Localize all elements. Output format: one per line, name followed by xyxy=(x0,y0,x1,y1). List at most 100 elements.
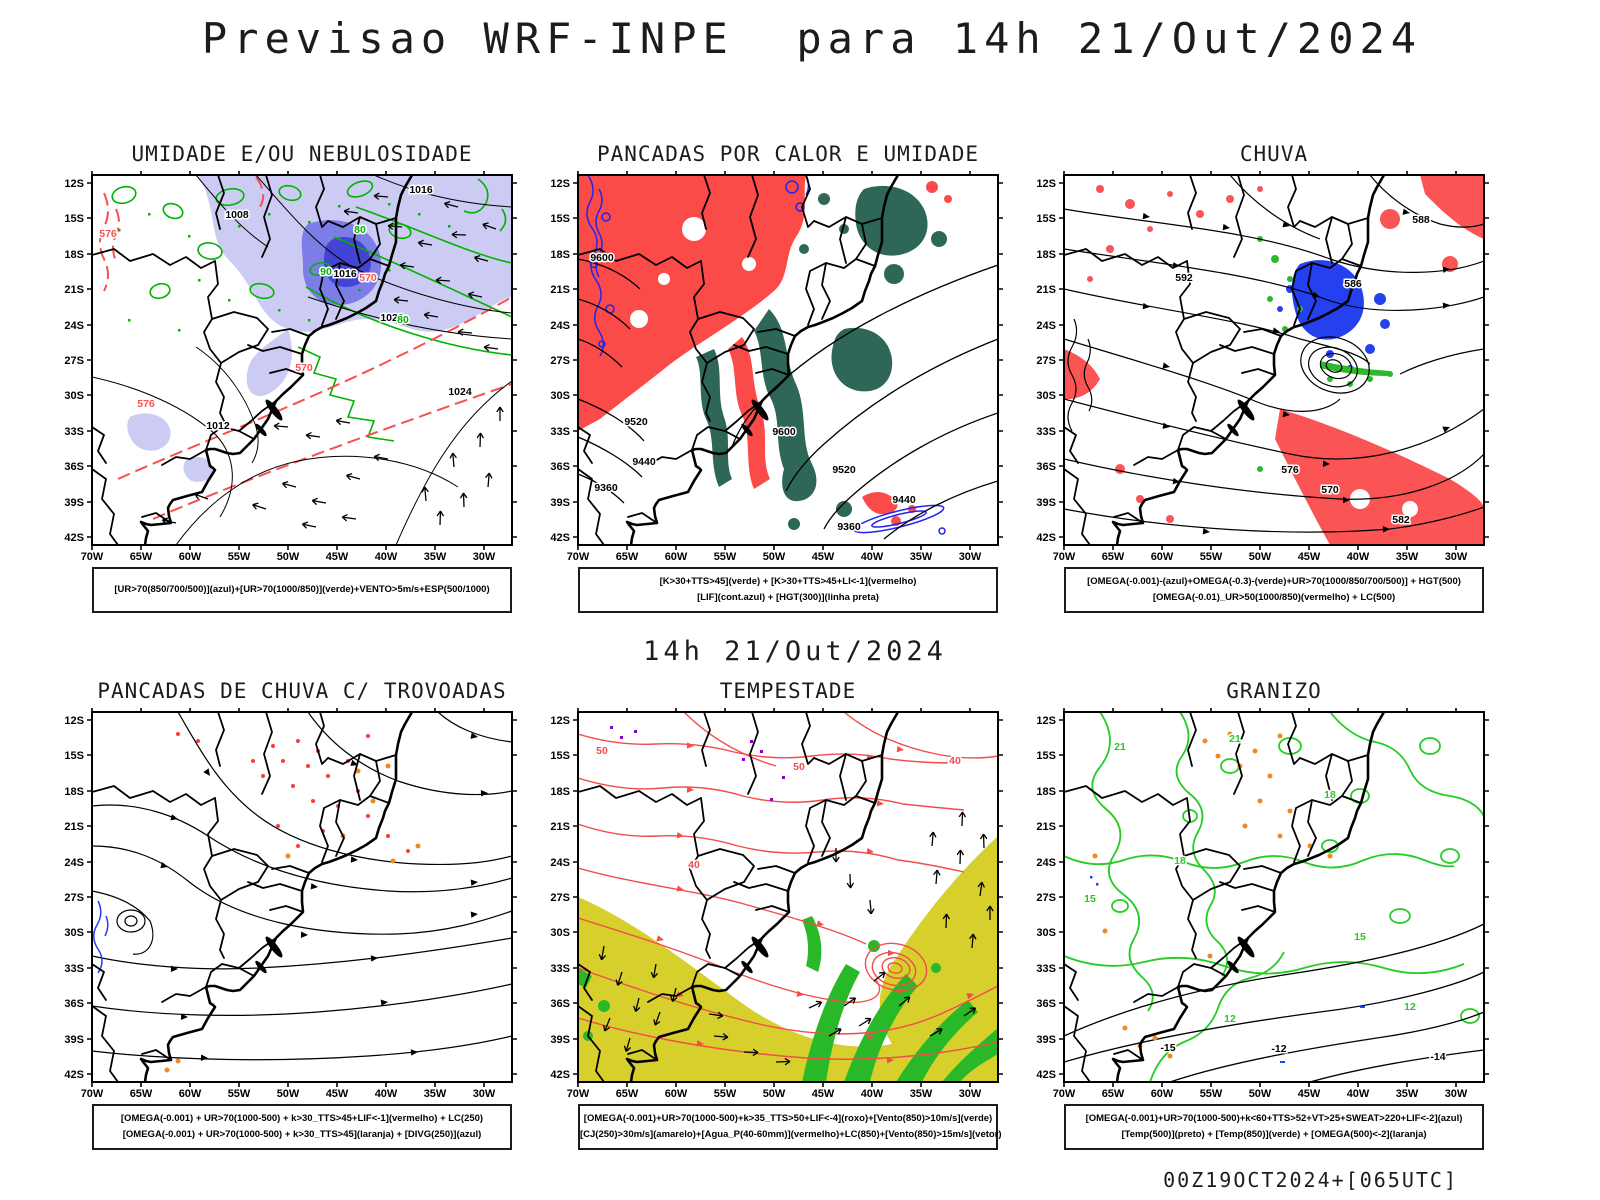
map-trovoadas: 12S 15S 18S 21S 24S 27S 30S 33S 36S 39S 42S 70W 65W 6… xyxy=(64,707,518,1100)
svg-text:60W: 60W xyxy=(665,551,688,563)
panel-title: TEMPESTADE xyxy=(719,679,857,703)
map-content: 592 586 588 576 570 582 xyxy=(1064,175,1484,545)
svg-text:30S: 30S xyxy=(550,390,570,402)
svg-text:15S: 15S xyxy=(550,213,570,225)
axis-labels: 12S 15S 18S 21S 24S 27S 30S 33S 36S 39S 42S 70W 65W 6… xyxy=(550,715,982,1100)
svg-text:12S: 12S xyxy=(550,178,570,190)
contour-label: 18 xyxy=(1174,855,1186,867)
caption-box: [OMEGA(-0.001) + UR>70(1000-500) + k>30_… xyxy=(92,1104,512,1150)
svg-text:42S: 42S xyxy=(550,532,570,544)
contour-label: 588 xyxy=(1412,214,1430,226)
svg-text:35W: 35W xyxy=(1396,1088,1419,1100)
svg-text:42S: 42S xyxy=(64,532,84,544)
svg-text:24S: 24S xyxy=(1036,320,1056,332)
svg-text:30W: 30W xyxy=(1445,551,1468,563)
svg-text:55W: 55W xyxy=(1200,1088,1223,1100)
svg-text:36S: 36S xyxy=(1036,461,1056,473)
svg-text:21S: 21S xyxy=(64,284,84,296)
svg-text:30W: 30W xyxy=(473,551,496,563)
svg-text:30S: 30S xyxy=(64,390,84,402)
svg-text:45W: 45W xyxy=(1298,551,1321,563)
panel-title: GRANIZO xyxy=(1226,679,1322,703)
svg-text:40W: 40W xyxy=(861,551,884,563)
svg-text:21S: 21S xyxy=(1036,821,1056,833)
svg-text:65W: 65W xyxy=(616,1088,639,1100)
svg-text:21S: 21S xyxy=(64,821,84,833)
caption-line: [LIF](cont.azul) + [HGT(300)](linha pret… xyxy=(697,592,879,603)
contour-label: 576 xyxy=(137,398,155,410)
svg-text:50W: 50W xyxy=(1249,1088,1272,1100)
svg-text:60W: 60W xyxy=(1151,1088,1174,1100)
svg-text:36S: 36S xyxy=(1036,998,1056,1010)
contour-label: 1024 xyxy=(448,386,472,398)
caption-box: [UR>70(850/700/500)](azul)+[UR>70(1000/8… xyxy=(92,567,512,613)
svg-text:39S: 39S xyxy=(64,1034,84,1046)
contour-label: 15 xyxy=(1084,893,1096,905)
svg-text:35W: 35W xyxy=(910,1088,933,1100)
contour-label: 21 xyxy=(1229,733,1241,745)
caption-box: [OMEGA(-0.001)-(azul)+OMEGA(-0.3)-(verde… xyxy=(1064,567,1484,613)
map-pancadas-calor: 9600 9520 9440 9360 9600 9520 9440 9360 … xyxy=(550,170,1004,563)
svg-text:33S: 33S xyxy=(64,963,84,975)
blue-speckles xyxy=(1090,876,1365,1063)
contour-label: 80 xyxy=(397,314,409,326)
contour-label: 9440 xyxy=(892,494,916,506)
map-chuva: 592 586 588 576 570 582 12S 15S 18S 21S 24S 2… xyxy=(1036,170,1490,563)
svg-text:18S: 18S xyxy=(1036,249,1056,261)
red-speckles xyxy=(176,732,410,853)
svg-text:65W: 65W xyxy=(130,551,153,563)
black-temp500-contours xyxy=(1064,923,1484,1082)
contour-label: 15 xyxy=(1354,931,1366,943)
svg-text:33S: 33S xyxy=(550,963,570,975)
caption-line: [OMEGA(-0.001) + UR>70(1000-500) + k>30_… xyxy=(120,1112,484,1124)
valid-time-subtitle: 14h 21/Out/2024 xyxy=(643,636,947,667)
map-content: 9600 9520 9440 9360 9600 9520 9440 9360 xyxy=(578,175,998,545)
svg-text:15S: 15S xyxy=(64,750,84,762)
svg-text:30W: 30W xyxy=(473,1088,496,1100)
contour-labels: 21 21 18 18 15 15 12 12 -12 -15 -14 xyxy=(1083,732,1448,1065)
svg-text:27S: 27S xyxy=(550,355,570,367)
svg-text:30S: 30S xyxy=(64,927,84,939)
svg-text:39S: 39S xyxy=(1036,1034,1056,1046)
svg-text:55W: 55W xyxy=(714,551,737,563)
svg-text:24S: 24S xyxy=(64,320,84,332)
svg-text:70W: 70W xyxy=(1053,551,1076,563)
black-streamlines xyxy=(92,712,512,1061)
contour-label: 1012 xyxy=(206,420,230,432)
svg-text:12S: 12S xyxy=(1036,715,1056,727)
svg-text:12S: 12S xyxy=(1036,178,1056,190)
svg-text:18S: 18S xyxy=(550,786,570,798)
svg-text:45W: 45W xyxy=(1298,1088,1321,1100)
svg-text:40W: 40W xyxy=(1347,1088,1370,1100)
svg-text:40W: 40W xyxy=(375,551,398,563)
panel-chuva: CHUVA xyxy=(1030,142,1500,615)
svg-text:60W: 60W xyxy=(179,551,202,563)
contour-label: 50 xyxy=(596,745,608,757)
svg-text:60W: 60W xyxy=(1151,551,1174,563)
svg-text:60W: 60W xyxy=(665,1088,688,1100)
green-humidity-contours xyxy=(111,178,512,442)
contour-label: 9360 xyxy=(837,521,861,533)
contour-label: 570 xyxy=(295,362,313,374)
svg-text:60W: 60W xyxy=(179,1088,202,1100)
svg-text:42S: 42S xyxy=(1036,532,1056,544)
svg-text:50W: 50W xyxy=(277,551,300,563)
axis-labels: 12S 15S 18S 21S 24S 27S 30S 33S 36S 39S 42S 70W 65W 6… xyxy=(64,178,496,563)
contour-label: 1016 xyxy=(409,184,433,196)
svg-text:24S: 24S xyxy=(550,320,570,332)
contour-labels: 50 50 40 40 xyxy=(595,744,963,873)
contour-label: 80 xyxy=(354,224,366,236)
svg-text:65W: 65W xyxy=(1102,551,1125,563)
svg-text:27S: 27S xyxy=(1036,355,1056,367)
svg-text:55W: 55W xyxy=(228,1088,251,1100)
svg-text:15S: 15S xyxy=(64,213,84,225)
contour-label: -15 xyxy=(1160,1042,1175,1054)
axis-labels: 12S 15S 18S 21S 24S 27S 30S 33S 36S 39S 42S 70W 65W 6… xyxy=(1036,715,1468,1100)
svg-text:12S: 12S xyxy=(64,715,84,727)
svg-text:65W: 65W xyxy=(130,1088,153,1100)
svg-text:45W: 45W xyxy=(812,1088,835,1100)
panel-title: PANCADAS DE CHUVA C/ TROVOADAS xyxy=(97,679,507,703)
svg-text:21S: 21S xyxy=(550,821,570,833)
map-content: 50 50 40 40 xyxy=(578,712,998,1082)
svg-text:15S: 15S xyxy=(1036,213,1056,225)
